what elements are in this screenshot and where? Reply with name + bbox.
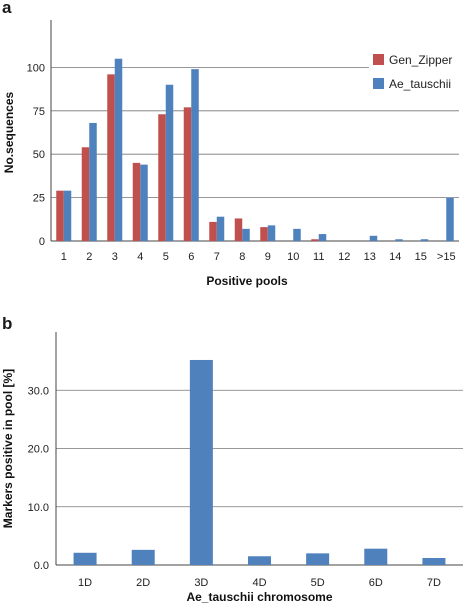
- x-tick-label-a: 10: [287, 251, 299, 263]
- bar-chromosome: [422, 558, 446, 565]
- y-tick-label-b: 10.0: [28, 502, 49, 514]
- x-tick-label-b: 5D: [311, 577, 325, 589]
- x-tick-label-a: 14: [389, 251, 401, 263]
- x-tick-label-a: 1: [61, 251, 67, 263]
- y-tick-label-b: 0.0: [34, 560, 49, 572]
- y-axis-title-b: Markers positive in pool [%]: [1, 369, 15, 528]
- bar-gen-zipper: [107, 74, 115, 242]
- y-tick-label-a: 100: [27, 62, 45, 74]
- x-tick-label-a: 2: [86, 251, 92, 263]
- bar-ae-tauschii: [242, 228, 250, 241]
- x-tick-label-a: 6: [188, 251, 194, 263]
- panel-b-label: b: [2, 314, 13, 333]
- legend-swatch-ae-tauschii: [373, 78, 384, 89]
- bar-gen-zipper: [132, 162, 141, 241]
- x-axis-title-a: Positive pools: [206, 274, 288, 288]
- bar-ae-tauschii: [420, 239, 429, 241]
- y-tick-label-b: 20.0: [28, 444, 49, 456]
- x-tick-label-a: 7: [214, 251, 220, 263]
- chart-b: 0.0 10.0 20.0 30.0 1D 2D 3D 4D 5D 6D 7D Ae_tauschii…: [1, 332, 463, 604]
- bar-ae-tauschii: [395, 239, 403, 241]
- bar-chromosome: [131, 549, 155, 565]
- bar-chromosome: [73, 552, 97, 565]
- x-tick-label-a: >15: [437, 251, 456, 263]
- bar-ae-tauschii: [89, 122, 97, 241]
- x-tick-label-b: 3D: [194, 577, 208, 589]
- bar-ae-tauschii: [267, 225, 276, 241]
- bar-ae-tauschii: [446, 197, 454, 241]
- x-tick-label-a: 15: [415, 251, 427, 263]
- x-tick-label-b: 1D: [78, 577, 92, 589]
- y-tick-label-a: 25: [33, 193, 45, 205]
- y-tick-label-b: 30.0: [28, 385, 49, 397]
- x-tick-label-a: 3: [112, 251, 118, 263]
- panel-a-label: a: [2, 0, 12, 17]
- bar-ae-tauschii: [293, 228, 301, 241]
- bar-chromosome: [306, 553, 330, 565]
- bar-gen-zipper: [56, 190, 64, 241]
- y-axis-title-a: No.sequences: [2, 91, 16, 173]
- bar-ae-tauschii: [165, 84, 174, 241]
- x-tick-label-a: 5: [163, 251, 169, 263]
- x-tick-label-b: 2D: [136, 577, 150, 589]
- legend-label: Ae_tauschii: [389, 77, 451, 91]
- bar-ae-tauschii: [114, 58, 123, 241]
- x-axis-title-b: Ae_tauschii chromosome: [186, 590, 332, 604]
- y-tick-label-a: 0: [39, 236, 45, 248]
- bar-chromosome: [364, 548, 388, 565]
- bar-gen-zipper: [260, 227, 268, 241]
- x-tick-label-a: 9: [265, 251, 271, 263]
- x-tick-label-a: 13: [364, 251, 376, 263]
- bar-gen-zipper: [81, 147, 90, 241]
- bar-gen-zipper: [158, 114, 166, 241]
- legend-label: Gen_Zipper: [389, 53, 452, 67]
- bar-gen-zipper: [234, 218, 243, 241]
- y-tick-label-a: 75: [33, 106, 45, 118]
- bar-ae-tauschii: [140, 164, 148, 241]
- x-tick-label-a: 8: [239, 251, 245, 263]
- legend-background: [369, 50, 465, 99]
- bar-ae-tauschii: [318, 234, 327, 241]
- x-tick-label-a: 11: [313, 251, 324, 263]
- bar-chromosome: [189, 359, 213, 565]
- x-tick-label-b: 7D: [427, 577, 441, 589]
- x-tick-label-b: 6D: [369, 577, 383, 589]
- x-tick-label-b: 4D: [252, 577, 266, 589]
- bar-gen-zipper: [209, 221, 217, 241]
- bar-ae-tauschii: [369, 235, 378, 241]
- bar-gen-zipper: [183, 107, 192, 241]
- legend-swatch-gen-zipper: [373, 54, 384, 65]
- y-tick-label-a: 50: [33, 149, 45, 161]
- x-tick-label-a: 12: [338, 251, 350, 263]
- bar-ae-tauschii: [216, 216, 225, 241]
- bar-ae-tauschii: [63, 190, 72, 241]
- bar-gen-zipper: [311, 239, 319, 241]
- x-tick-label-a: 4: [137, 251, 143, 263]
- bar-chromosome: [248, 556, 271, 565]
- bar-ae-tauschii: [191, 69, 199, 241]
